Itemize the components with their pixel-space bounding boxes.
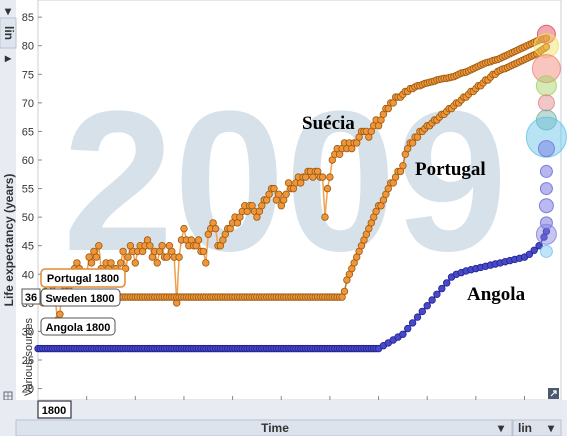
tag-portugal-1800[interactable]: Portugal 1800: [40, 268, 126, 288]
point-sweden-1800[interactable]: [124, 253, 132, 261]
y-tick-label: 20: [22, 384, 34, 396]
x-axis-title-bar[interactable]: [15, 419, 513, 436]
y-tick-label: 75: [22, 69, 34, 81]
svg-text:Portugal 1800: Portugal 1800: [47, 273, 119, 285]
sources-label[interactable]: Various sources: [23, 317, 35, 396]
point-sweden-1800[interactable]: [163, 253, 171, 261]
point-sweden-1800[interactable]: [542, 34, 551, 42]
annotation-angola: Angola: [467, 284, 526, 305]
y-axis-title: Life expectancy (years): [2, 174, 16, 307]
y-tick-label: 40: [22, 269, 34, 281]
point-sweden-1800[interactable]: [180, 224, 188, 233]
point-angola-1800[interactable]: [408, 319, 417, 327]
y-tick-label: 50: [22, 212, 34, 224]
x-axis-title: Time: [261, 421, 289, 435]
country-bubble[interactable]: [539, 244, 553, 258]
point-sweden-1800[interactable]: [326, 173, 334, 181]
point-sweden-1800[interactable]: [275, 190, 283, 198]
point-sweden-1800[interactable]: [270, 184, 278, 193]
country-bubble[interactable]: [533, 33, 559, 59]
country-bubble[interactable]: [537, 140, 555, 158]
x-title-dropdown-icon[interactable]: ▾: [497, 421, 505, 435]
y-tick-label: 60: [22, 155, 34, 167]
point-angola-1800[interactable]: [443, 279, 451, 287]
tag-angola-1800[interactable]: Angola 1800: [40, 317, 116, 336]
point-angola-1800[interactable]: [438, 284, 446, 293]
point-angola-1800[interactable]: [423, 302, 431, 310]
point-sweden-1800[interactable]: [92, 253, 101, 261]
point-sweden-1800[interactable]: [202, 259, 210, 267]
point-sweden-1800[interactable]: [211, 224, 220, 233]
y-side-arrow-icon[interactable]: ▸: [4, 51, 12, 65]
point-sweden-1800[interactable]: [131, 259, 139, 267]
country-bubble[interactable]: [535, 223, 557, 245]
country-bubble[interactable]: [537, 94, 555, 112]
point-sweden-1800[interactable]: [116, 259, 125, 267]
point-sweden-1800[interactable]: [175, 253, 183, 261]
point-sweden-1800[interactable]: [158, 241, 166, 250]
point-sweden-1800[interactable]: [146, 241, 154, 250]
x-scale-dropdown-icon[interactable]: ▾: [547, 421, 555, 435]
y-scale-button[interactable]: [0, 17, 17, 49]
y-axis-panel: [0, 0, 16, 410]
y-tick-label: 25: [22, 355, 34, 367]
y-tick-label: 45: [22, 241, 34, 253]
point-angola-1800[interactable]: [413, 313, 422, 321]
y-tick-label: 85: [22, 12, 34, 24]
bubble-column: [525, 24, 567, 258]
y-tick-label: 70: [22, 98, 34, 110]
time-slider-handle[interactable]: [37, 400, 72, 419]
point-portugal-1800[interactable]: [340, 287, 349, 296]
country-bubble[interactable]: [536, 24, 556, 44]
annotation-portugal: Portugal: [415, 159, 486, 180]
point-angola-1800[interactable]: [535, 241, 543, 250]
point-sweden-1800[interactable]: [107, 259, 115, 267]
country-bubble[interactable]: [539, 182, 553, 196]
country-bubble[interactable]: [539, 216, 553, 230]
svg-text:Sweden 1800: Sweden 1800: [45, 293, 114, 305]
y-tick-label: 65: [22, 126, 34, 138]
point-angola-1800[interactable]: [530, 246, 538, 254]
country-bubble[interactable]: [539, 164, 553, 178]
svg-text:36: 36: [25, 292, 37, 304]
point-sweden-1800[interactable]: [318, 173, 327, 181]
y-scale-label: lin: [2, 26, 16, 40]
annotation-sweden: Suécia: [302, 113, 355, 134]
y-scale-dropdown-icon[interactable]: ▾: [4, 4, 12, 18]
point-sweden-1800[interactable]: [321, 213, 329, 221]
point-angola-1800[interactable]: [428, 296, 436, 304]
point-angola-1800[interactable]: [418, 307, 426, 316]
point-sweden-1800[interactable]: [199, 247, 208, 256]
point-sweden-1800[interactable]: [323, 184, 332, 193]
tag-y-value: 36: [21, 288, 41, 305]
country-bubble[interactable]: [538, 198, 554, 214]
point-angola-1800[interactable]: [542, 227, 551, 236]
y-tick-label: 30: [22, 326, 34, 338]
point-sweden-1800[interactable]: [153, 259, 161, 267]
country-bubble[interactable]: [535, 75, 557, 97]
y-tick-label: 80: [22, 41, 34, 53]
country-bubble[interactable]: [525, 116, 567, 158]
time-value: 1800: [42, 405, 66, 417]
point-angola-1800[interactable]: [433, 290, 441, 298]
point-sweden-1800[interactable]: [87, 259, 96, 267]
point-sweden-1800[interactable]: [95, 241, 103, 250]
point-sweden-1800[interactable]: [282, 190, 290, 198]
tag-sweden-1800[interactable]: Sweden 1800: [40, 288, 121, 307]
y-tick-label: 55: [22, 184, 34, 196]
x-scale-label: lin: [518, 421, 532, 435]
country-bubble[interactable]: [531, 54, 561, 84]
point-sweden-1800[interactable]: [56, 310, 64, 318]
point-angola-1800[interactable]: [525, 250, 534, 258]
x-scale-button[interactable]: [512, 419, 562, 436]
point-sweden-1800[interactable]: [119, 247, 127, 256]
point-sweden-1800[interactable]: [194, 236, 203, 244]
point-angola-1800[interactable]: [404, 324, 412, 333]
point-angola-1800[interactable]: [399, 330, 407, 338]
point-portugal-1800[interactable]: [399, 161, 407, 170]
svg-text:Angola 1800: Angola 1800: [46, 322, 111, 334]
